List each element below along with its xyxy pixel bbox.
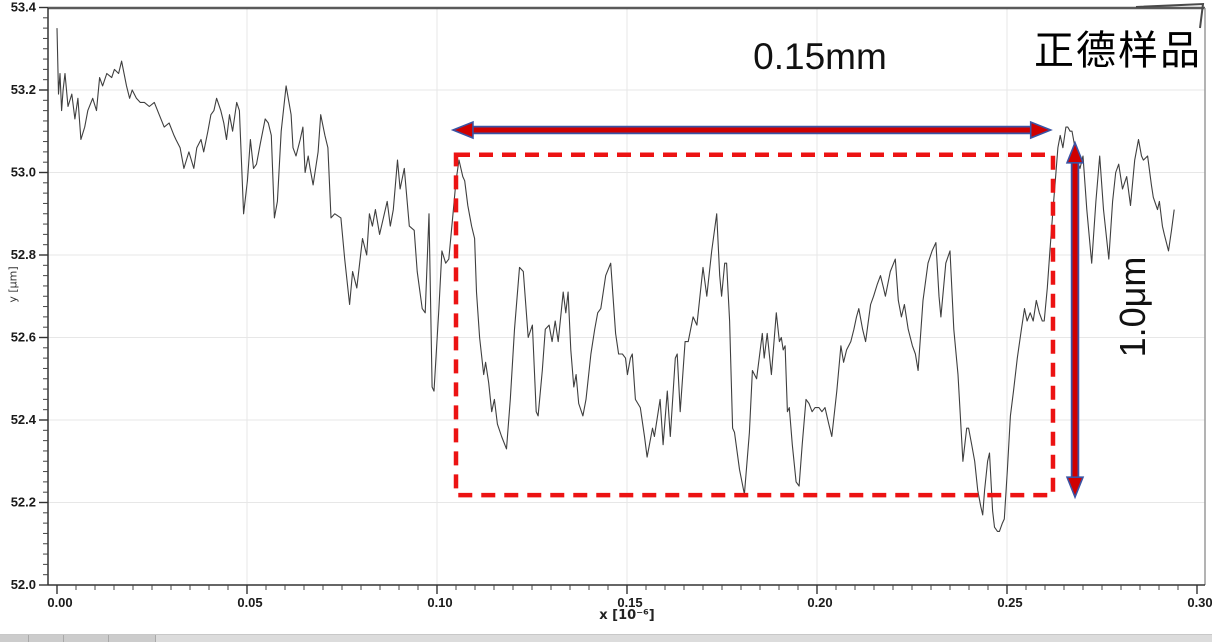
sample-name-label: 正德样品	[1034, 29, 1202, 73]
x-tick-label: 0.20	[807, 595, 832, 610]
y-axis-title: y [µm]	[6, 266, 20, 303]
x-axis-title: x [10⁻⁶]	[599, 608, 655, 623]
y-tick-label: 53.2	[11, 82, 36, 97]
strip-segment	[64, 635, 109, 642]
profile-polyline	[56, 28, 1175, 532]
width-arrow-head	[1029, 120, 1053, 140]
x-tick-label: 0.30	[1187, 595, 1212, 610]
textbox-corner-bracket	[1135, 2, 1205, 29]
width-measurement-label: 0.15mm	[753, 36, 887, 77]
axis-tick-labels: 52.0 52.2 52.4 52.6 52.8 53.0 53.2 53.4 0.00 0.05…	[11, 0, 1212, 610]
y-tick-label: 52.0	[11, 577, 36, 592]
strip-filler	[156, 635, 1212, 642]
x-tick-label: 0.05	[237, 595, 262, 610]
window-bottom-strip	[0, 634, 1212, 642]
measurement-annotations	[450, 2, 1205, 500]
y-tick-label: 53.0	[11, 165, 36, 180]
x-tick-label: 0.15	[617, 595, 642, 610]
y-tick-label: 52.6	[11, 330, 36, 345]
x-tick-label: 0.00	[47, 595, 72, 610]
height-measurement-label: 1.0μm	[1112, 256, 1153, 358]
y-tick-label: 52.8	[11, 247, 36, 262]
y-tick-label: 52.2	[11, 495, 36, 510]
y-tick-label: 53.4	[11, 0, 37, 15]
y-tick-label: 52.4	[11, 412, 37, 427]
width-arrow-head	[450, 120, 474, 140]
x-tick-label: 0.10	[427, 595, 452, 610]
axis-ticks	[39, 6, 1198, 594]
strip-segment	[109, 635, 156, 642]
strip-segment	[29, 635, 64, 642]
dashed-measurement-box	[453, 152, 1056, 498]
strip-segment	[0, 635, 29, 642]
height-arrow-head	[1065, 140, 1085, 164]
height-arrow-head	[1065, 476, 1085, 500]
profile-trace	[56, 28, 1175, 532]
x-tick-label: 0.25	[997, 595, 1022, 610]
grid-lines	[48, 8, 1205, 585]
